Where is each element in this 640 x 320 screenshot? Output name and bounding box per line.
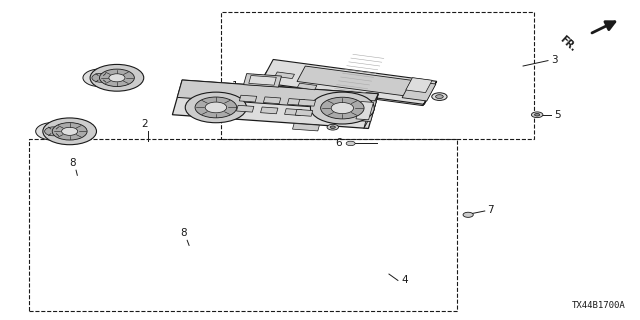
Polygon shape [402, 81, 436, 101]
Text: FR.: FR. [558, 34, 578, 53]
Polygon shape [292, 124, 319, 131]
Circle shape [52, 123, 87, 140]
Polygon shape [264, 97, 281, 104]
Circle shape [463, 212, 473, 217]
Polygon shape [423, 81, 436, 106]
Circle shape [43, 118, 97, 145]
Text: 6: 6 [335, 139, 342, 148]
Text: 8: 8 [180, 228, 188, 238]
Circle shape [90, 64, 144, 91]
Polygon shape [239, 95, 257, 102]
Polygon shape [356, 101, 374, 120]
Circle shape [321, 97, 364, 119]
Polygon shape [406, 78, 432, 92]
Circle shape [436, 95, 444, 99]
Text: 3: 3 [551, 55, 558, 65]
Circle shape [331, 102, 353, 114]
Polygon shape [297, 66, 413, 96]
Text: 1: 1 [232, 81, 239, 91]
Circle shape [61, 127, 77, 135]
Circle shape [432, 93, 447, 100]
Circle shape [531, 112, 543, 118]
Text: 4: 4 [402, 276, 408, 285]
Polygon shape [237, 105, 254, 112]
Circle shape [36, 123, 72, 140]
Circle shape [185, 92, 246, 123]
Text: 2: 2 [141, 119, 148, 129]
Circle shape [92, 73, 110, 82]
Text: TX44B1700A: TX44B1700A [572, 301, 625, 310]
Bar [221, 12, 534, 139]
Circle shape [205, 102, 227, 113]
Circle shape [330, 126, 335, 128]
Circle shape [195, 97, 237, 118]
Polygon shape [275, 72, 294, 79]
Polygon shape [247, 74, 266, 88]
Circle shape [310, 92, 374, 124]
Polygon shape [287, 99, 305, 105]
Polygon shape [172, 80, 378, 128]
Circle shape [346, 141, 355, 146]
Text: 8: 8 [70, 158, 76, 168]
Bar [29, 139, 458, 311]
Polygon shape [298, 83, 317, 90]
Circle shape [534, 114, 540, 116]
Polygon shape [285, 109, 302, 116]
Polygon shape [298, 99, 316, 106]
Circle shape [83, 69, 118, 87]
Polygon shape [364, 94, 378, 129]
Text: 1: 1 [232, 100, 239, 110]
Polygon shape [249, 76, 276, 85]
Polygon shape [260, 107, 278, 114]
Polygon shape [177, 80, 378, 111]
Circle shape [327, 124, 339, 130]
Text: 5: 5 [554, 110, 561, 120]
Polygon shape [244, 74, 282, 87]
Polygon shape [295, 109, 313, 116]
Polygon shape [261, 60, 436, 104]
Circle shape [99, 69, 134, 86]
Text: 7: 7 [487, 205, 494, 215]
Circle shape [45, 127, 63, 136]
Polygon shape [259, 71, 431, 106]
Circle shape [109, 74, 125, 82]
Polygon shape [353, 100, 376, 122]
